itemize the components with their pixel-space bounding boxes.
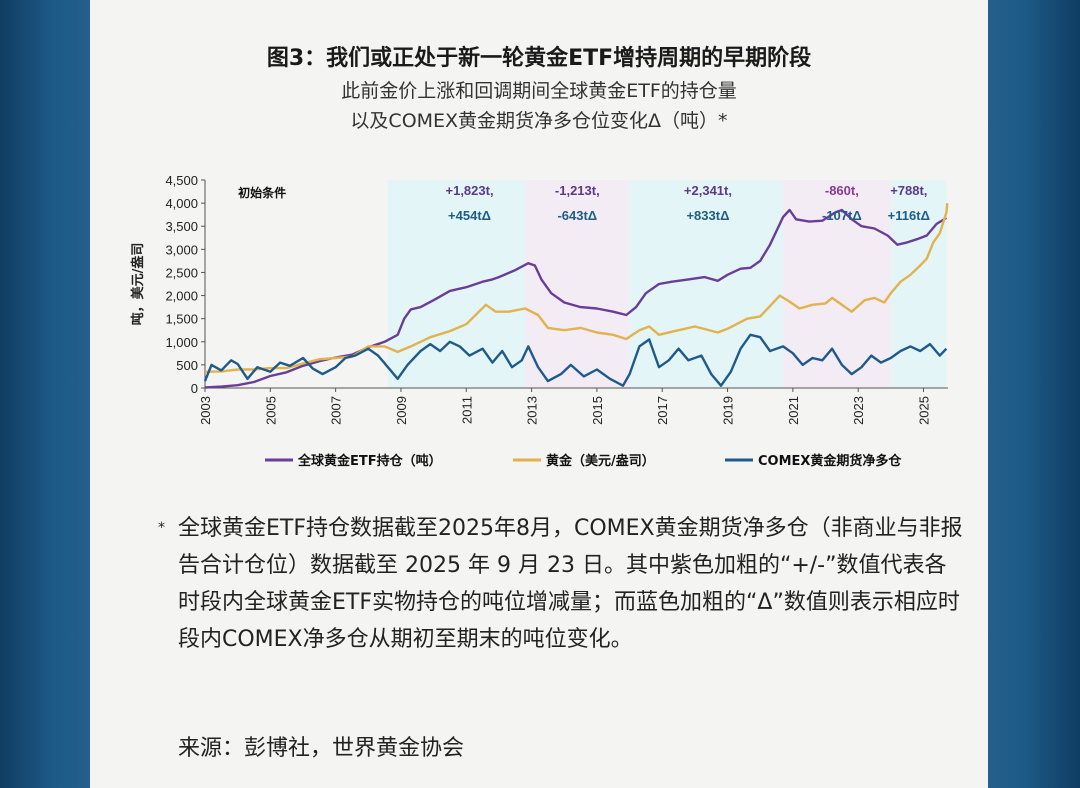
legend-label-2: COMEX黄金期货净多仓: [758, 453, 902, 469]
period-band-3: [783, 180, 891, 388]
x-tick-label: 2011: [459, 396, 474, 424]
legend-label-1: 黄金（美元/盎司）: [546, 453, 655, 469]
left-border: [0, 0, 90, 788]
period-etf-change-3: -860t,: [825, 183, 859, 198]
initial-condition-label: 初始条件: [238, 185, 286, 200]
content-panel: 图3：我们或正处于新一轮黄金ETF增持周期的早期阶段 此前金价上涨和回调期间全球…: [90, 0, 988, 788]
x-tick-label: 2005: [263, 396, 278, 425]
y-tick-label: 4,500: [165, 173, 198, 188]
series-line-2: [203, 333, 948, 387]
period-etf-change-4: +788t,: [890, 183, 927, 198]
y-tick-label: 0: [191, 381, 198, 396]
y-tick-label: 3,500: [165, 219, 198, 234]
period-comex-change-0: +454tΔ: [448, 208, 491, 223]
right-border: [988, 0, 1080, 788]
period-comex-change-1: -643tΔ: [557, 208, 597, 223]
x-tick-label: 2003: [198, 396, 213, 425]
period-comex-change-4: +116tΔ: [888, 208, 930, 223]
chart-title: 图3：我们或正处于新一轮黄金ETF增持周期的早期阶段: [266, 46, 812, 71]
y-tick-label: 500: [176, 358, 198, 373]
x-tick-label: 2025: [917, 396, 932, 425]
period-etf-change-1: -1,213t,: [555, 183, 600, 198]
legend-label-0: 全球黄金ETF持仓（吨）: [297, 453, 442, 469]
note-star: *: [158, 520, 165, 536]
x-tick-label: 2009: [394, 396, 409, 425]
chart-subtitle-line2: 以及COMEX黄金期货净多仓位变化Δ（吨）*: [350, 110, 728, 132]
x-tick-label: 2021: [786, 396, 801, 425]
y-tick-label: 2,500: [165, 265, 198, 280]
y-tick-label: 3,000: [165, 242, 198, 257]
y-tick-label: 4,000: [165, 196, 198, 211]
x-tick-label: 2019: [721, 396, 736, 425]
x-tick-label: 2023: [851, 396, 866, 425]
footnote: 全球黄金ETF持仓数据截至2025年8月，COMEX黄金期货净多仓（非商业与非报…: [178, 516, 963, 652]
y-tick-label: 2,000: [165, 289, 198, 304]
gold-etf-chart: 0 500 1,000 1,500 2,000 2,500 3,000 3,500 4,000 4…: [130, 173, 949, 469]
source-note: 来源：彭博社，世界黄金协会: [178, 736, 465, 761]
period-band-0: [387, 180, 526, 388]
y-tick-label: 1,000: [165, 335, 198, 350]
period-etf-change-2: +2,341t,: [684, 183, 732, 198]
x-tick-label: 2007: [329, 396, 344, 425]
period-comex-change-3: -107tΔ: [822, 208, 862, 223]
period-band-1: [525, 180, 630, 388]
x-tick-label: 2017: [655, 396, 670, 425]
y-tick-label: 1,500: [165, 312, 198, 327]
period-comex-change-2: +833tΔ: [686, 208, 729, 223]
x-tick-label: 2013: [525, 396, 540, 425]
chart-subtitle-line1: 此前金价上涨和回调期间全球黄金ETF的持仓量: [341, 80, 737, 102]
period-etf-change-0: +1,823t,: [446, 183, 494, 198]
y-axis-label: 吨，美元/盎司: [130, 243, 146, 326]
x-tick-label: 2015: [590, 396, 605, 425]
